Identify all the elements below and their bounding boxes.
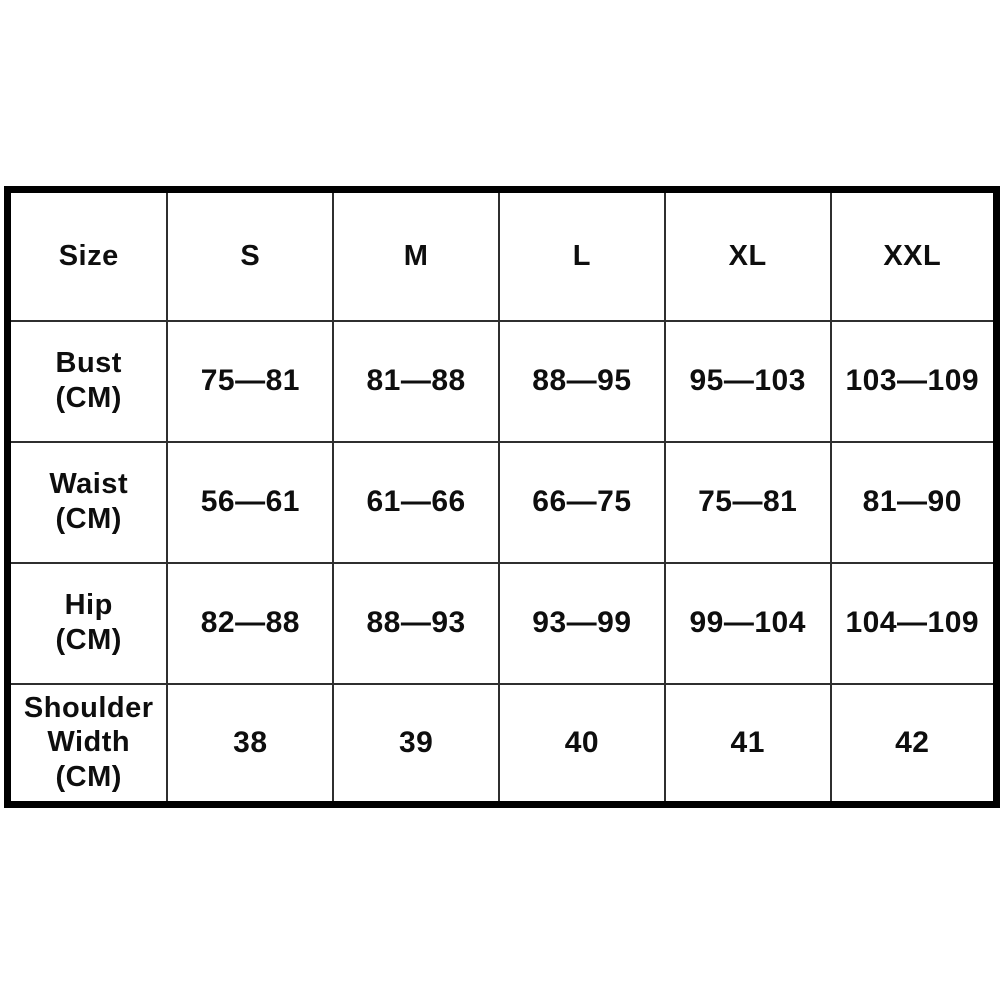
cell-hip-m: 88—93 [332, 561, 501, 685]
column-header-xxl: XXL [829, 188, 998, 322]
size-chart: Size S M L XL XXL Bust (CM) 75—81 81—88 … [4, 186, 1000, 808]
cell-waist-xl: 75—81 [663, 440, 832, 564]
table-row-shoulder-width: Shoulder Width (CM) 38 39 40 41 42 [6, 682, 998, 806]
cell-bust-m: 81—88 [332, 319, 501, 443]
cell-waist-m: 61—66 [332, 440, 501, 564]
cell-hip-xl: 99—104 [663, 561, 832, 685]
table-row-hip: Hip (CM) 82—88 88—93 93—99 99—104 104—10… [6, 561, 998, 685]
column-header-l: L [498, 188, 666, 322]
row-label-waist: Waist (CM) [6, 440, 169, 564]
row-label-bust: Bust (CM) [6, 319, 169, 443]
cell-shoulder-xxl: 42 [829, 682, 998, 806]
cell-shoulder-m: 39 [332, 682, 501, 806]
row-label-shoulder-width: Shoulder Width (CM) [6, 682, 169, 806]
table-row-bust: Bust (CM) 75—81 81—88 88—95 95—103 103—1… [6, 319, 998, 443]
cell-hip-xxl: 104—109 [829, 561, 998, 685]
cell-hip-s: 82—88 [166, 561, 335, 685]
cell-bust-xl: 95—103 [663, 319, 832, 443]
cell-waist-s: 56—61 [166, 440, 335, 564]
column-header-m: M [332, 188, 501, 322]
header-row: Size S M L XL XXL [6, 188, 998, 322]
column-header-xl: XL [663, 188, 832, 322]
column-header-s: S [166, 188, 335, 322]
cell-shoulder-l: 40 [498, 682, 666, 806]
cell-hip-l: 93—99 [498, 561, 666, 685]
cell-bust-l: 88—95 [498, 319, 666, 443]
corner-header-size: Size [6, 188, 169, 322]
cell-shoulder-s: 38 [166, 682, 335, 806]
cell-waist-l: 66—75 [498, 440, 666, 564]
size-chart-table: Size S M L XL XXL Bust (CM) 75—81 81—88 … [4, 186, 1000, 808]
cell-bust-s: 75—81 [166, 319, 335, 443]
table-row-waist: Waist (CM) 56—61 61—66 66—75 75—81 81—90 [6, 440, 998, 564]
cell-waist-xxl: 81—90 [829, 440, 998, 564]
cell-bust-xxl: 103—109 [829, 319, 998, 443]
cell-shoulder-xl: 41 [663, 682, 832, 806]
row-label-hip: Hip (CM) [6, 561, 169, 685]
